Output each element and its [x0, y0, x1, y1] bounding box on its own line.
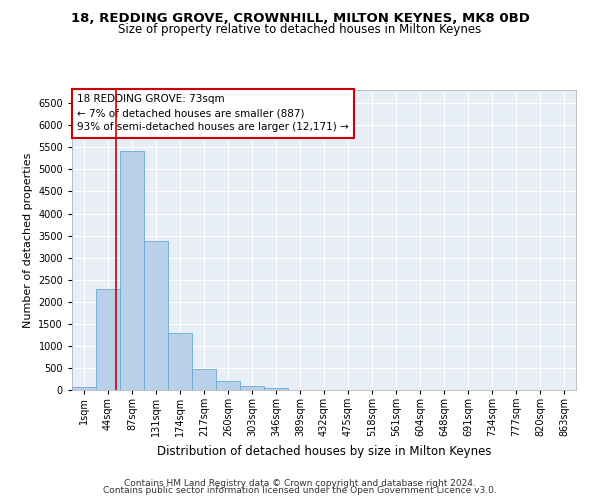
- X-axis label: Distribution of detached houses by size in Milton Keynes: Distribution of detached houses by size …: [157, 445, 491, 458]
- Bar: [144, 241, 168, 390]
- Bar: [168, 332, 192, 390]
- Text: 18, REDDING GROVE, CROWNHILL, MILTON KEYNES, MK8 0BD: 18, REDDING GROVE, CROWNHILL, MILTON KEY…: [71, 12, 529, 26]
- Bar: [192, 370, 216, 390]
- Bar: [96, 290, 120, 390]
- Y-axis label: Number of detached properties: Number of detached properties: [23, 152, 32, 328]
- Bar: [216, 380, 240, 390]
- Text: Size of property relative to detached houses in Milton Keynes: Size of property relative to detached ho…: [118, 24, 482, 36]
- Bar: [264, 388, 288, 390]
- Text: 18 REDDING GROVE: 73sqm
← 7% of detached houses are smaller (887)
93% of semi-de: 18 REDDING GROVE: 73sqm ← 7% of detached…: [77, 94, 349, 132]
- Text: Contains HM Land Registry data © Crown copyright and database right 2024.: Contains HM Land Registry data © Crown c…: [124, 478, 476, 488]
- Bar: [72, 387, 96, 390]
- Bar: [240, 386, 264, 390]
- Text: Contains public sector information licensed under the Open Government Licence v3: Contains public sector information licen…: [103, 486, 497, 495]
- Bar: [120, 151, 144, 390]
